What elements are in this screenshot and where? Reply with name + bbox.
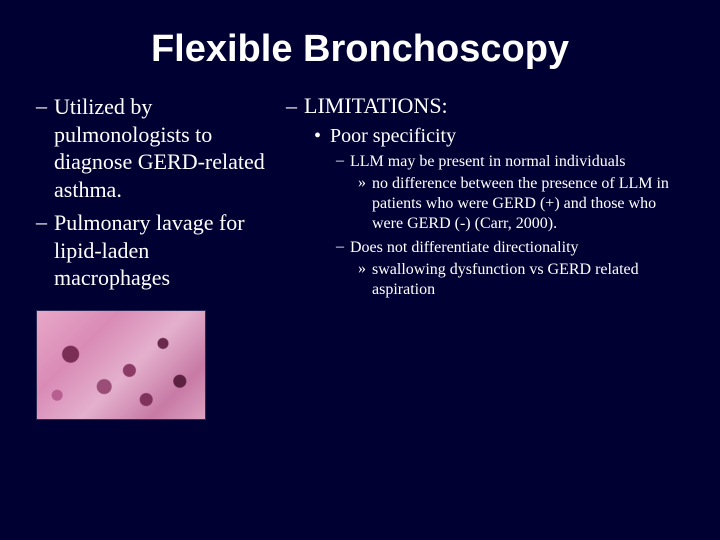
dash-icon: – [336,238,350,258]
left-bullet-1: – Utilized by pulmonologists to diagnose… [36,93,266,203]
dash-icon: – [336,152,350,172]
bullet-text: Utilized by pulmonologists to diagnose G… [54,93,266,203]
slide: Flexible Bronchoscopy – Utilized by pulm… [0,0,720,540]
dash-icon: – [286,93,304,119]
dash-icon: – [36,93,54,203]
columns: – Utilized by pulmonologists to diagnose… [36,93,684,420]
bullet-icon: • [314,125,330,148]
bullet-text: LLM may be present in normal individuals [350,152,684,172]
spec-item-1-sub: » no difference between the presence of … [358,174,684,234]
guillemet-icon: » [358,174,372,234]
spec-item-2-sub: » swallowing dysfunction vs GERD related… [358,260,684,300]
poor-specificity: • Poor specificity – LLM may be present … [314,125,684,300]
dash-icon: – [36,209,54,292]
slide-title: Flexible Bronchoscopy [36,28,684,71]
bullet-text: Pulmonary lavage for lipid-laden macroph… [54,209,266,292]
bullet-text: swallowing dysfunction vs GERD related a… [372,260,684,300]
heading-text: LIMITATIONS: [304,93,684,119]
histology-image [36,310,206,420]
guillemet-icon: » [358,260,372,300]
spec-item-2: – Does not differentiate directionality … [336,238,684,300]
spec-item-1: – LLM may be present in normal individua… [336,152,684,234]
right-column: – LIMITATIONS: • Poor specificity – LLM … [286,93,684,420]
left-column: – Utilized by pulmonologists to diagnose… [36,93,266,420]
bullet-text: Poor specificity [330,125,684,148]
bullet-text: no difference between the presence of LL… [372,174,684,234]
left-bullet-2: – Pulmonary lavage for lipid-laden macro… [36,209,266,292]
limitations-heading: – LIMITATIONS: [286,93,684,119]
bullet-text: Does not differentiate directionality [350,238,684,258]
